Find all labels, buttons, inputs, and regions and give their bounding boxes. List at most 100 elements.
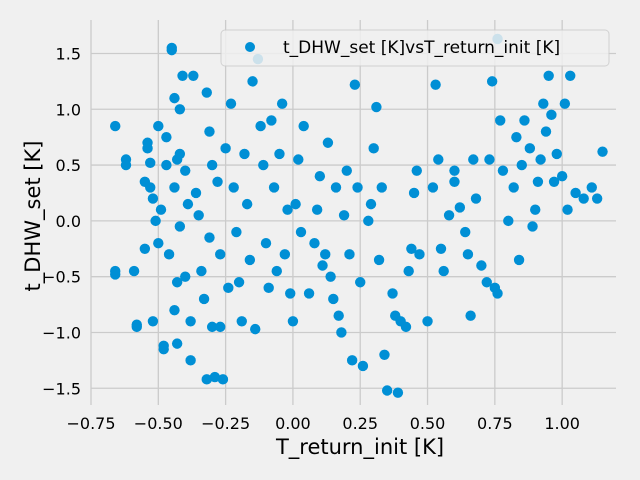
data-point [215, 321, 226, 333]
data-point [565, 70, 576, 81]
x-tick-label: 0.75 [477, 414, 513, 433]
y-tick-label: −1.5 [42, 379, 81, 398]
data-point [422, 316, 433, 327]
data-point [180, 271, 191, 282]
x-tick-label: −0.50 [134, 414, 183, 433]
legend: t_DHW_set [K]vsT_return_init [K] [220, 29, 610, 67]
data-point [486, 76, 498, 87]
data-point [206, 321, 218, 333]
data-point [190, 187, 202, 199]
data-point [357, 360, 369, 372]
data-point [562, 204, 573, 215]
data-point [271, 265, 282, 277]
data-point [392, 387, 404, 398]
data-point [309, 237, 320, 249]
data-point [258, 159, 269, 171]
data-point [110, 120, 121, 132]
data-point [365, 198, 377, 210]
data-point [196, 265, 207, 277]
data-point [128, 265, 140, 277]
data-point [239, 148, 250, 160]
data-point [373, 254, 385, 266]
data-point [556, 171, 568, 182]
data-point [282, 204, 293, 215]
data-point [174, 104, 186, 115]
data-point [381, 385, 393, 396]
data-point [163, 249, 175, 260]
data-point [411, 165, 422, 176]
data-point [481, 277, 492, 288]
data-point [548, 176, 560, 188]
x-tick-label: 0.25 [342, 414, 378, 433]
data-point [268, 182, 280, 193]
data-point [586, 182, 597, 193]
data-point [279, 249, 291, 260]
data-point [198, 293, 210, 305]
data-point [322, 137, 334, 148]
legend-label: t_DHW_set [K]vsT_return_init [K] [283, 38, 560, 58]
x-tick-label: 0.00 [275, 414, 311, 433]
data-point [153, 237, 164, 249]
data-point [543, 70, 554, 81]
data-point [169, 92, 180, 104]
data-point [201, 374, 212, 385]
data-point [166, 44, 177, 56]
data-point [325, 271, 336, 282]
data-point [220, 143, 231, 154]
data-point [535, 154, 546, 165]
data-point [530, 204, 541, 215]
data-point [290, 198, 301, 210]
data-point [341, 165, 352, 176]
x-tick-label: −0.75 [66, 414, 115, 433]
data-point [153, 120, 164, 132]
data-point [217, 374, 229, 385]
data-point [492, 288, 503, 299]
data-point [145, 157, 156, 169]
data-point [244, 254, 256, 266]
data-point [317, 260, 328, 271]
data-point [591, 193, 603, 204]
data-points [110, 33, 608, 398]
data-point [204, 126, 215, 137]
data-point [215, 249, 226, 260]
data-point [454, 202, 466, 213]
data-point [503, 215, 514, 227]
x-tick-labels: −0.75 −0.50 −0.25 0.00 0.25 0.50 0.75 1.00 [66, 414, 579, 433]
data-point [177, 70, 188, 81]
data-point [158, 340, 169, 352]
data-point [546, 109, 557, 121]
data-point [597, 146, 608, 157]
data-point [247, 76, 258, 87]
y-tick-label: −0.5 [42, 268, 81, 287]
data-point [295, 226, 307, 238]
data-point [443, 210, 455, 221]
data-point [349, 79, 361, 90]
data-point [344, 249, 355, 260]
data-point [274, 148, 285, 160]
data-point [161, 159, 172, 171]
data-point [430, 79, 441, 90]
data-point [516, 159, 527, 171]
data-point [371, 101, 382, 113]
data-point [193, 210, 204, 221]
data-point [255, 120, 266, 132]
y-tick-labels: −1.5 −1.0 −0.5 0.0 0.5 1.0 1.5 [42, 44, 81, 398]
x-tick-label: 0.50 [410, 414, 446, 433]
data-point [414, 249, 425, 260]
data-point [379, 349, 390, 360]
data-point [449, 176, 460, 188]
data-point [355, 277, 366, 288]
data-point [532, 176, 544, 188]
data-point [376, 182, 387, 193]
data-point [228, 182, 239, 193]
data-point [206, 159, 218, 171]
data-point [462, 249, 474, 260]
y-tick-label: 1.5 [56, 44, 81, 63]
data-point [231, 226, 242, 238]
y-axis-label: t_DHW_set [K] [21, 141, 46, 292]
data-point [338, 210, 350, 221]
data-point [400, 321, 412, 333]
data-point [293, 154, 304, 165]
